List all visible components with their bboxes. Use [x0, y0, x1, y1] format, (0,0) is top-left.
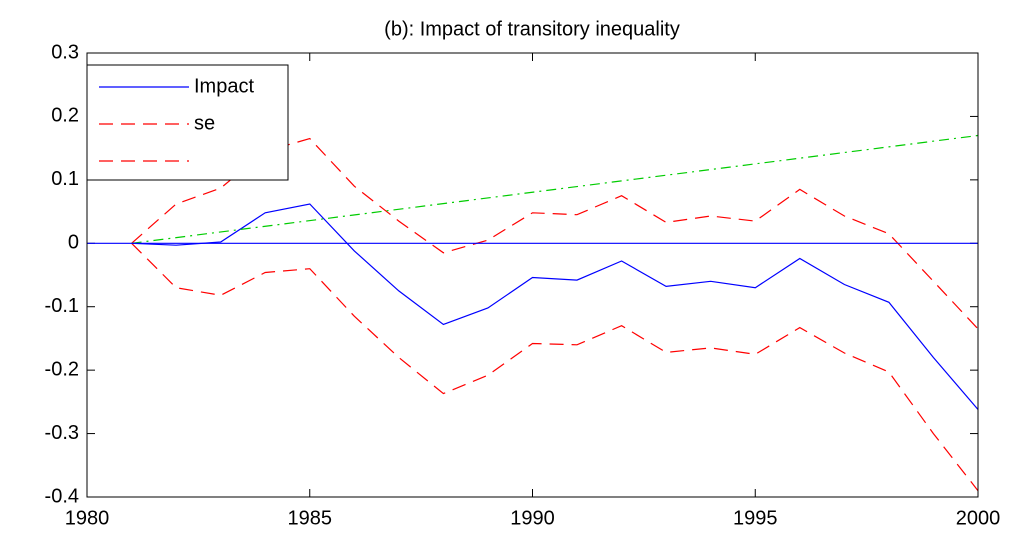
series-line: [131, 203, 979, 410]
series-line: [131, 134, 979, 244]
x-tick-label: 1990: [510, 507, 555, 529]
series-line: [131, 137, 979, 330]
x-tick-label: 1980: [65, 507, 110, 529]
y-tick-label: 0.1: [51, 168, 79, 190]
y-tick-label: 0: [68, 232, 79, 254]
plot-frame: [86, 52, 979, 498]
x-tick-label: 2000: [956, 507, 1001, 529]
y-tick-label: -0.4: [45, 485, 79, 507]
y-tick-label: -0.3: [45, 422, 79, 444]
y-tick-label: -0.2: [45, 358, 79, 380]
y-tick-label: 0.3: [51, 41, 79, 63]
chart-title: (b): Impact of transitory inequality: [384, 18, 680, 40]
x-tick-label: 1995: [733, 507, 778, 529]
legend-box: [86, 64, 289, 181]
x-tick-label: 1985: [288, 507, 333, 529]
series-line: [131, 242, 979, 492]
legend-label: se: [194, 112, 215, 134]
legend-label: Impact: [194, 75, 254, 97]
y-tick-label: 0.2: [51, 105, 79, 127]
y-tick-label: -0.1: [45, 295, 79, 317]
